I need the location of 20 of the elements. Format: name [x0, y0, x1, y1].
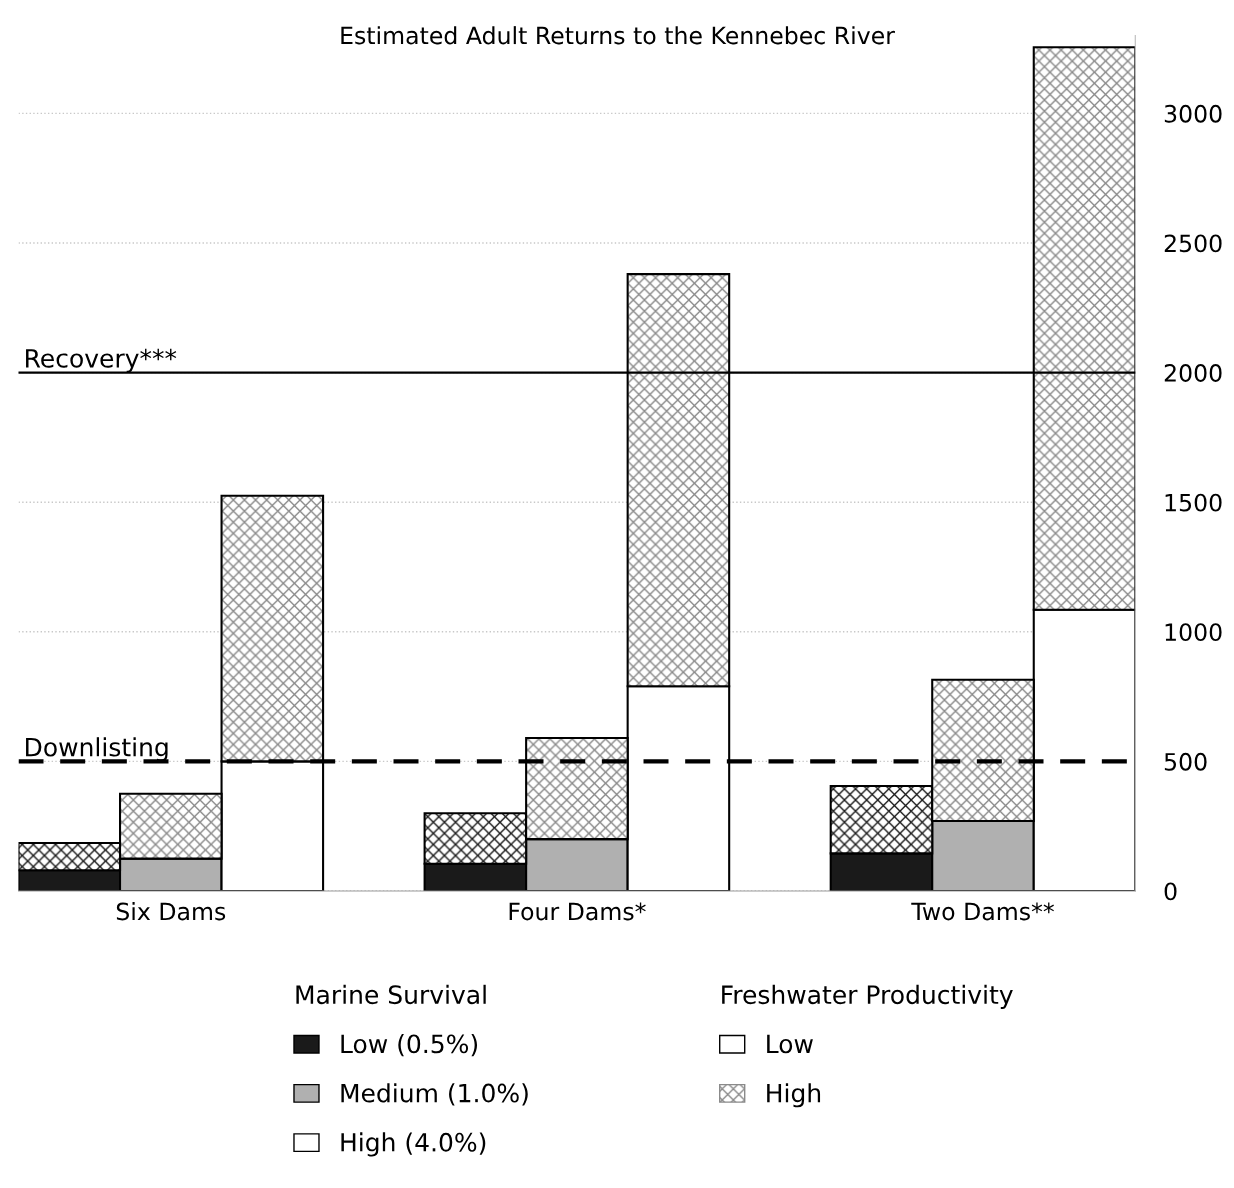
- text: Low (0.5%): [341, 1034, 478, 1057]
- y-tick-label: 1000: [1165, 623, 1222, 642]
- y-tick-label: 2000: [1164, 364, 1222, 382]
- ref-line-label: Downlisting: [26, 737, 168, 762]
- legend-title: Freshwater Productivity: [722, 984, 1013, 1009]
- x-tick-label: Two Dams**: [911, 902, 1054, 921]
- y-tick-label: 500: [1164, 752, 1207, 771]
- ref-line-label: Recovery***: [26, 348, 177, 373]
- text: High (4.0%): [341, 1132, 486, 1157]
- legend-label: High: [767, 1083, 821, 1108]
- y-tick-label: 1500: [1165, 493, 1222, 512]
- y-tick-label: 0: [1164, 882, 1177, 901]
- legend-label: Low: [767, 1034, 813, 1054]
- y-tick-label: 3000: [1164, 104, 1222, 123]
- text: Marine Survival: [296, 984, 486, 1005]
- text: Medium (1.0%): [341, 1083, 528, 1106]
- x-tick-label: Four Dams*: [509, 902, 646, 921]
- x-tick-label: Six Dams: [116, 902, 226, 921]
- y-tick-label: 2500: [1164, 234, 1222, 253]
- chart-title: Estimated Adult Returns to the Kennebec River: [341, 26, 895, 45]
